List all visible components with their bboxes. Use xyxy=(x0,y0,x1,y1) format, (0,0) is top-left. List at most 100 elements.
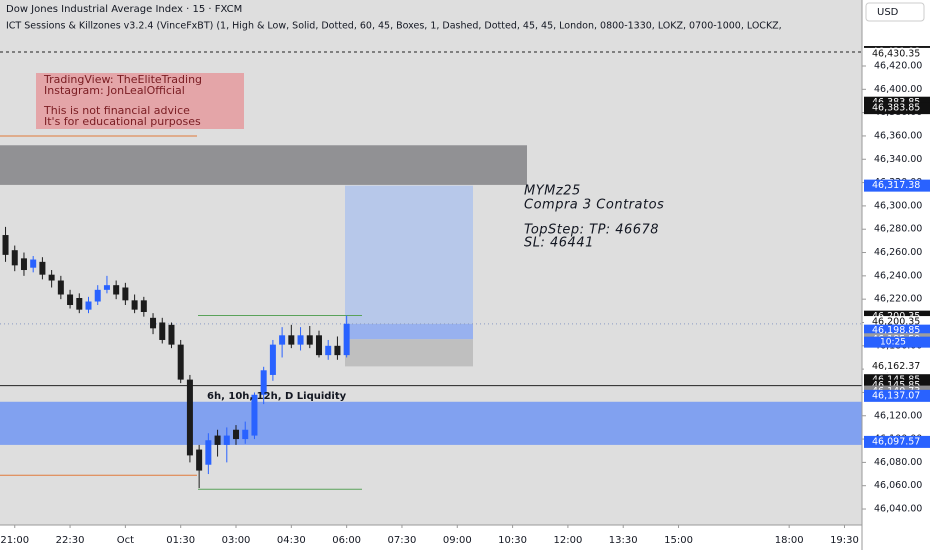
price-label: 46,198.85 xyxy=(872,325,920,336)
info-box xyxy=(36,73,244,129)
info-text: This is not financial advice xyxy=(43,104,190,117)
candle-body xyxy=(242,429,249,440)
candle-body xyxy=(315,335,322,356)
candle-body xyxy=(214,435,221,445)
zone xyxy=(345,323,473,340)
x-tick-label: 13:30 xyxy=(609,535,638,546)
x-tick-label: 12:00 xyxy=(553,535,582,546)
candle-body xyxy=(288,335,295,345)
candle-body xyxy=(334,345,341,356)
x-tick-label: 06:00 xyxy=(332,535,361,546)
countdown-bg xyxy=(864,336,930,348)
price-label: 46,430.35 xyxy=(872,48,920,59)
y-tick-label: 46,220.00 xyxy=(874,294,922,305)
candle-body xyxy=(233,429,240,440)
candle-body xyxy=(260,370,267,395)
y-tick-label: 46,400.00 xyxy=(874,84,922,95)
candle-body xyxy=(85,301,92,310)
price-label: 46,200.35 xyxy=(872,317,920,328)
candle-body xyxy=(269,344,276,375)
candle-body xyxy=(131,300,138,310)
zone xyxy=(345,339,473,367)
candle-body xyxy=(76,298,83,310)
y-tick-label: 46,060.00 xyxy=(874,480,922,491)
candle-body xyxy=(159,322,166,340)
price-label-bg xyxy=(864,360,930,373)
trade-note: Compra 3 Contratos xyxy=(524,198,664,213)
price-label: 46,162.37 xyxy=(872,361,920,372)
x-tick-label: 22:30 xyxy=(56,535,85,546)
candle-body xyxy=(67,294,74,305)
candle-body xyxy=(30,259,37,268)
candle-body xyxy=(223,435,230,445)
price-label-bg xyxy=(864,179,930,192)
y-tick-label: 46,360.00 xyxy=(874,130,922,141)
countdown: 10:25 xyxy=(880,338,906,348)
y-tick-label: 46,340.00 xyxy=(874,154,922,165)
candle-body xyxy=(297,335,304,345)
candle-body xyxy=(343,323,350,356)
info-text: Instagram: JonLealOfficial xyxy=(44,84,185,97)
x-tick-label: Oct xyxy=(117,535,134,546)
x-tick-label: 10:30 xyxy=(498,535,527,546)
x-tick-label: 09:00 xyxy=(443,535,472,546)
y-tick-label: 46,420.00 xyxy=(874,60,922,71)
x-tick-label: 04:30 xyxy=(277,535,306,546)
candle-body xyxy=(205,440,212,465)
price-label-bg xyxy=(864,102,930,115)
zone xyxy=(0,401,862,445)
candle-body xyxy=(279,335,286,345)
liquidity-label: 6h, 10h, 12h, D Liquidity xyxy=(207,391,347,402)
candle-body xyxy=(325,345,332,356)
y-tick-label: 46,040.00 xyxy=(874,504,922,515)
currency-button[interactable] xyxy=(865,2,925,22)
price-label: 46,383.85 xyxy=(872,103,920,114)
x-tick-label: 01:30 xyxy=(166,535,195,546)
y-tick-label: 46,080.00 xyxy=(874,457,922,468)
axes: 46,040.0046,060.0046,080.0046,100.0046,1… xyxy=(0,46,930,546)
candle-body xyxy=(168,324,175,345)
candle-body xyxy=(57,280,64,295)
x-tick-label: 19:30 xyxy=(830,535,859,546)
candle-body xyxy=(103,285,110,290)
indicator-label: ICT Sessions & Killzones v3.2.4 (VinceFx… xyxy=(6,21,782,32)
candle-body xyxy=(150,317,157,329)
trade-note: MYMz25 xyxy=(524,184,581,199)
y-tick-label: 46,120.00 xyxy=(874,410,922,421)
info-text: TradingView: TheEliteTrading xyxy=(43,73,202,86)
candle-body xyxy=(48,274,55,281)
zone xyxy=(0,145,527,185)
price-label: 46,137.07 xyxy=(872,390,920,401)
price-label: 46,317.38 xyxy=(872,180,920,191)
x-tick-label: 18:00 xyxy=(775,535,804,546)
x-tick-label: 21:00 xyxy=(0,535,29,546)
x-tick-label: 03:00 xyxy=(222,535,251,546)
candle-body xyxy=(186,379,193,456)
trade-note: TopStep: TP: 46678 xyxy=(524,223,659,238)
x-tick-label: 07:30 xyxy=(388,535,417,546)
candle-body xyxy=(2,235,9,255)
price-label-bg xyxy=(864,389,930,402)
candle-body xyxy=(94,289,101,302)
y-tick-label: 46,280.00 xyxy=(874,224,922,235)
zone xyxy=(345,185,473,324)
price-axis-bg xyxy=(862,0,932,550)
x-tick-label: 15:00 xyxy=(664,535,693,546)
currency[interactable]: USD xyxy=(877,7,899,18)
info-text: It's for educational purposes xyxy=(44,115,201,128)
candle-body xyxy=(122,287,129,301)
candle-body xyxy=(39,261,46,275)
candle-body xyxy=(306,335,313,345)
candle-body xyxy=(251,394,258,436)
candle-body xyxy=(140,300,147,312)
y-tick-label: 46,300.00 xyxy=(874,200,922,211)
chart-title: Dow Jones Industrial Average Index · 15 … xyxy=(6,4,242,15)
price-label-bg xyxy=(864,435,930,448)
time-axis-bg xyxy=(0,525,862,550)
candle-body xyxy=(177,344,184,380)
candle-body xyxy=(11,250,18,266)
trade-note: SL: 46441 xyxy=(524,236,594,251)
price-label: 46,097.57 xyxy=(872,436,920,447)
